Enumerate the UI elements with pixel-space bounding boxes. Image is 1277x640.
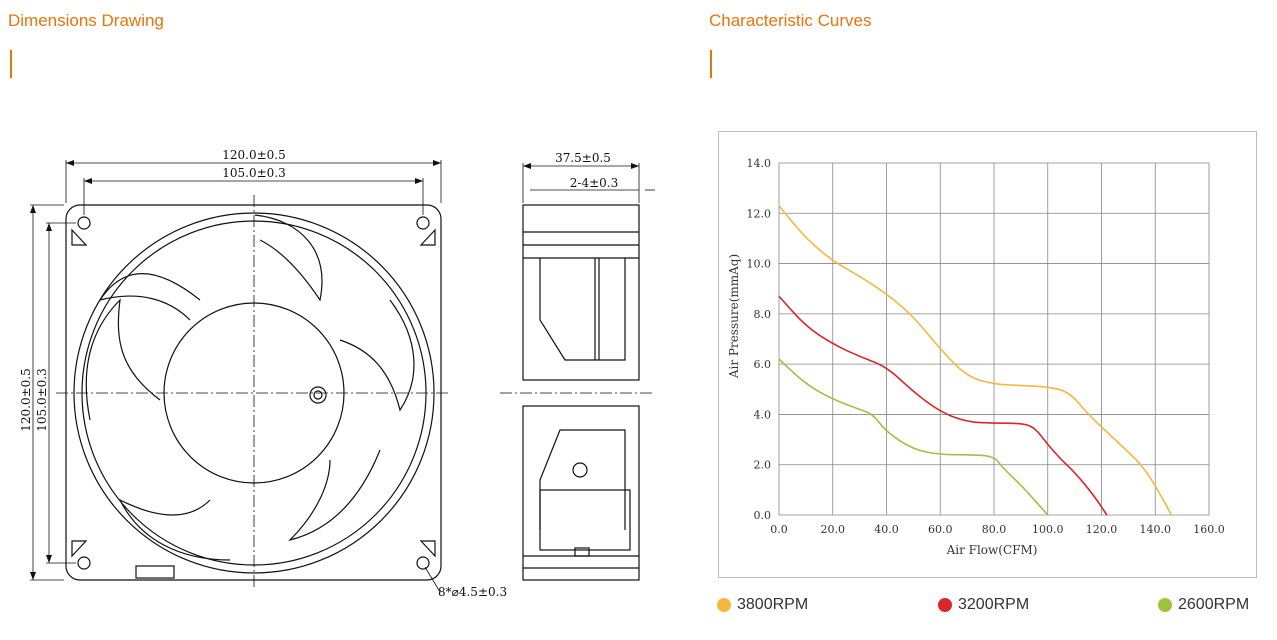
x-tick-label: 120.0 bbox=[1086, 523, 1118, 536]
chart-ticks: 0.0 20.0 40.0 60.0 80.0 100.0 120.0 140.0 160.0 0… bbox=[747, 157, 1225, 536]
fan-ring-inner bbox=[81, 220, 427, 566]
y-tick-label: 10.0 bbox=[747, 258, 772, 271]
dim-holes: 8*⌀4.5±0.3 bbox=[438, 585, 507, 599]
y-tick-label: 14.0 bbox=[747, 157, 772, 170]
y-tick-label: 6.0 bbox=[754, 358, 772, 371]
legend-item-2600: 2600RPM bbox=[1158, 596, 1249, 614]
y-tick-label: 4.0 bbox=[754, 408, 772, 421]
x-tick-label: 40.0 bbox=[874, 523, 899, 536]
legend-label-3200: 3200RPM bbox=[958, 596, 1030, 613]
legend-label-3800: 3800RPM bbox=[737, 596, 809, 613]
dimensions-title: Dimensions Drawing bbox=[8, 11, 164, 30]
chart-series bbox=[778, 205, 1173, 516]
dim-hole-spacing-width: 105.0±0.3 bbox=[222, 166, 286, 180]
legend-label-2600: 2600RPM bbox=[1178, 596, 1250, 613]
y-tick-label: 0.0 bbox=[754, 509, 772, 522]
legend-dot-3800 bbox=[717, 598, 731, 612]
y-tick-label: 8.0 bbox=[754, 308, 772, 321]
dim-flange: 2-4±0.3 bbox=[570, 176, 618, 190]
legend-item-3800: 3800RPM bbox=[717, 596, 808, 614]
legend-item-3200: 3200RPM bbox=[938, 596, 1029, 614]
series-line-2600RPM bbox=[778, 358, 1049, 516]
y-axis-label: Air Pressure(mmAq) bbox=[727, 254, 741, 379]
legend-dot-3200 bbox=[938, 598, 952, 612]
x-tick-label: 20.0 bbox=[821, 523, 846, 536]
legend-dot-2600 bbox=[1158, 598, 1172, 612]
chart-frame bbox=[718, 131, 1257, 578]
x-tick-label: 0.0 bbox=[770, 523, 788, 536]
dimensions-drawing: 120.0±0.5 105.0±0.3 120.0±0.5 105.0±0.3 … bbox=[19, 148, 655, 599]
mount-hole-br bbox=[416, 556, 430, 570]
curves-accent-bar bbox=[710, 50, 712, 78]
curves-title: Characteristic Curves bbox=[709, 11, 872, 30]
series-line-3800RPM bbox=[778, 205, 1173, 516]
dim-hole-spacing-height: 105.0±0.3 bbox=[35, 368, 49, 432]
y-tick-label: 2.0 bbox=[754, 459, 772, 472]
mount-hole-bl bbox=[77, 556, 91, 570]
fan-ring bbox=[73, 212, 435, 574]
dim-outer-width: 120.0±0.5 bbox=[222, 148, 286, 162]
x-tick-label: 80.0 bbox=[982, 523, 1007, 536]
x-tick-label: 140.0 bbox=[1140, 523, 1172, 536]
x-tick-label: 100.0 bbox=[1032, 523, 1064, 536]
y-tick-label: 12.0 bbox=[747, 207, 772, 220]
dimensions-accent-bar bbox=[10, 50, 12, 78]
characteristic-chart: 0.0 20.0 40.0 60.0 80.0 100.0 120.0 140.0 160.0 0… bbox=[727, 157, 1225, 557]
chart-grid bbox=[778, 162, 1210, 516]
side-view-top bbox=[522, 204, 640, 381]
dim-depth: 37.5±0.5 bbox=[555, 151, 611, 165]
x-axis-label: Air Flow(CFM) bbox=[946, 543, 1038, 557]
hub-label bbox=[309, 386, 327, 404]
side-view-bottom bbox=[522, 405, 640, 581]
side-view-label bbox=[572, 462, 588, 478]
fan-frame-outline bbox=[65, 204, 442, 581]
mount-hole-tr bbox=[416, 216, 430, 230]
x-tick-label: 60.0 bbox=[928, 523, 953, 536]
mount-hole-tl bbox=[77, 216, 91, 230]
series-line-3200RPM bbox=[778, 295, 1108, 516]
dim-outer-height: 120.0±0.5 bbox=[19, 368, 33, 432]
x-tick-label: 160.0 bbox=[1193, 523, 1225, 536]
